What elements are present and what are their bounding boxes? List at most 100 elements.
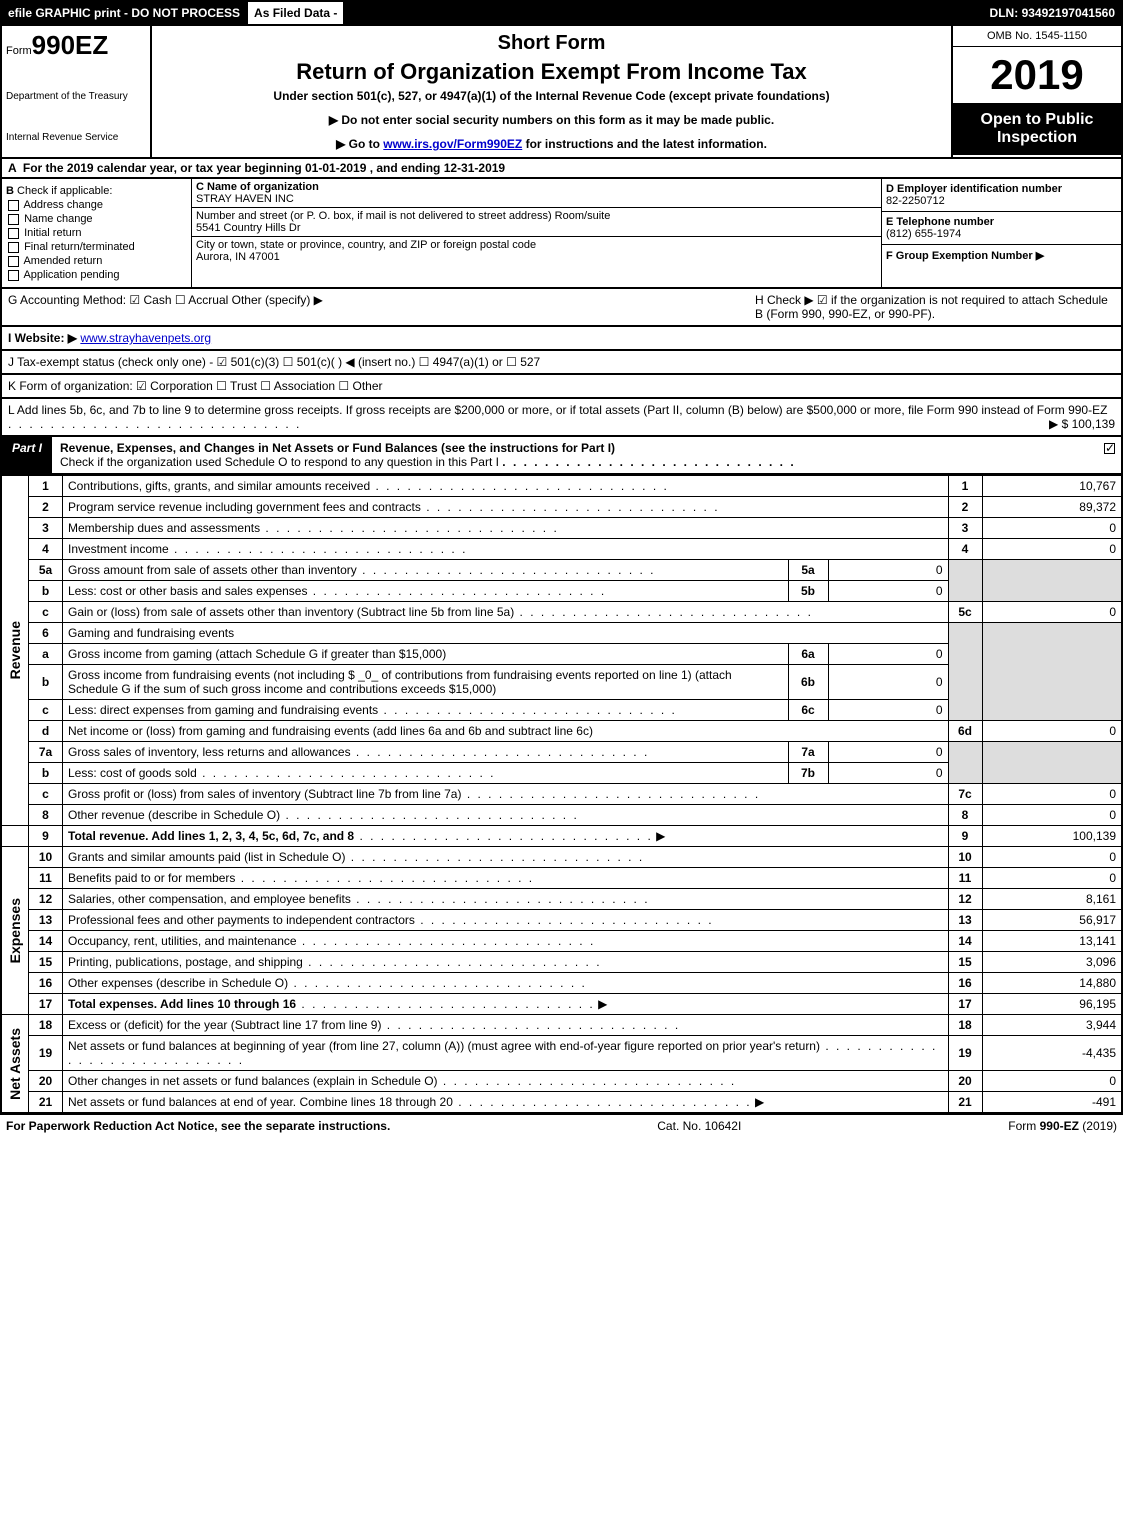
form-number: 990EZ xyxy=(32,30,109,60)
website-link[interactable]: www.strayhavenpets.org xyxy=(80,331,211,345)
efile-label: efile GRAPHIC print - DO NOT PROCESS xyxy=(2,2,248,24)
line19-text: Net assets or fund balances at beginning… xyxy=(68,1039,820,1053)
dln-value: 93492197041560 xyxy=(1022,6,1115,20)
line7b-val: 0 xyxy=(828,763,948,784)
dln-label: DLN: xyxy=(990,6,1019,20)
line6b-text: Gross income from fundraising events (no… xyxy=(68,668,732,696)
part1-tag: Part I xyxy=(2,437,52,473)
chk-amended-return[interactable] xyxy=(8,256,19,267)
line14-text: Occupancy, rent, utilities, and maintena… xyxy=(68,934,297,948)
part1-title: Revenue, Expenses, and Changes in Net As… xyxy=(60,441,615,455)
line6d-val: 0 xyxy=(982,721,1122,742)
footer-mid: Cat. No. 10642I xyxy=(657,1119,741,1133)
form-title: Return of Organization Exempt From Incom… xyxy=(158,59,945,85)
phone-value: (812) 655-1974 xyxy=(886,228,1117,240)
line14-val: 13,141 xyxy=(982,931,1122,952)
part1-table: Revenue 1Contributions, gifts, grants, a… xyxy=(0,475,1123,1114)
line-a-text: For the 2019 calendar year, or tax year … xyxy=(23,161,505,175)
row-1: Revenue 1Contributions, gifts, grants, a… xyxy=(1,476,1122,497)
line7b-text: Less: cost of goods sold xyxy=(68,766,197,780)
row-20: 20Other changes in net assets or fund ba… xyxy=(1,1071,1122,1092)
footer-right: Form 990-EZ (2019) xyxy=(1008,1119,1117,1133)
line10-text: Grants and similar amounts paid (list in… xyxy=(68,850,345,864)
opt-initial-return: Initial return xyxy=(24,227,81,239)
form-number-block: Form990EZ Department of the Treasury Int… xyxy=(2,26,152,157)
row-7a: 7aGross sales of inventory, less returns… xyxy=(1,742,1122,763)
line-g: G Accounting Method: ☑ Cash ☐ Accrual Ot… xyxy=(8,293,755,321)
row-16: 16Other expenses (describe in Schedule O… xyxy=(1,973,1122,994)
line-l: L Add lines 5b, 6c, and 7b to line 9 to … xyxy=(0,399,1123,437)
line1-text: Contributions, gifts, grants, and simila… xyxy=(68,479,370,493)
col-d-e-f: D Employer identification number 82-2250… xyxy=(881,179,1121,287)
line2-text: Program service revenue including govern… xyxy=(68,500,421,514)
i-label: I Website: ▶ xyxy=(8,331,77,345)
line9-text: Total revenue. Add lines 1, 2, 3, 4, 5c,… xyxy=(68,829,354,843)
row-3: 3Membership dues and assessments30 xyxy=(1,518,1122,539)
vlabel-expenses: Expenses xyxy=(7,898,23,963)
line4-val: 0 xyxy=(982,539,1122,560)
row-18: Net Assets 18Excess or (deficit) for the… xyxy=(1,1015,1122,1036)
form-right-block: OMB No. 1545-1150 2019 Open to Public In… xyxy=(951,26,1121,157)
line6-text: Gaming and fundraising events xyxy=(63,623,949,644)
line5c-val: 0 xyxy=(982,602,1122,623)
row-21: 21Net assets or fund balances at end of … xyxy=(1,1092,1122,1114)
line10-val: 0 xyxy=(982,847,1122,868)
line9-val: 100,139 xyxy=(982,826,1122,847)
chk-final-return[interactable] xyxy=(8,242,19,253)
irs-url-link[interactable]: www.irs.gov/Form990EZ xyxy=(383,137,522,151)
row-5c: cGain or (loss) from sale of assets othe… xyxy=(1,602,1122,623)
row-17: 17Total expenses. Add lines 10 through 1… xyxy=(1,994,1122,1015)
row-4: 4Investment income40 xyxy=(1,539,1122,560)
chk-application-pending[interactable] xyxy=(8,270,19,281)
form-header: Form990EZ Department of the Treasury Int… xyxy=(0,26,1123,159)
line6c-text: Less: direct expenses from gaming and fu… xyxy=(68,703,378,717)
chk-address-change[interactable] xyxy=(8,200,19,211)
line13-val: 56,917 xyxy=(982,910,1122,931)
line2-val: 89,372 xyxy=(982,497,1122,518)
c-name-label: C Name of organization xyxy=(196,181,877,193)
dln-block: DLN: 93492197041560 xyxy=(984,2,1121,24)
line7c-val: 0 xyxy=(982,784,1122,805)
line18-text: Excess or (deficit) for the year (Subtra… xyxy=(68,1018,381,1032)
line19-val: -4,435 xyxy=(982,1036,1122,1071)
short-form-label: Short Form xyxy=(158,32,945,55)
row-14: 14Occupancy, rent, utilities, and mainte… xyxy=(1,931,1122,952)
line6a-text: Gross income from gaming (attach Schedul… xyxy=(68,647,446,661)
dept-irs: Internal Revenue Service xyxy=(6,132,146,143)
col-b-checkboxes: B Check if applicable: Address change Na… xyxy=(2,179,192,287)
part1-check-text: Check if the organization used Schedule … xyxy=(60,455,499,469)
chk-name-change[interactable] xyxy=(8,214,19,225)
line21-text: Net assets or fund balances at end of ye… xyxy=(68,1095,453,1109)
line-g-h: G Accounting Method: ☑ Cash ☐ Accrual Ot… xyxy=(0,289,1123,327)
form-note-url: ▶ Go to www.irs.gov/Form990EZ for instru… xyxy=(158,137,945,151)
opt-final-return: Final return/terminated xyxy=(24,241,135,253)
line17-val: 96,195 xyxy=(982,994,1122,1015)
form-note-ssn: ▶ Do not enter social security numbers o… xyxy=(158,113,945,127)
chk-initial-return[interactable] xyxy=(8,228,19,239)
opt-name-change: Name change xyxy=(24,213,93,225)
line11-text: Benefits paid to or for members xyxy=(68,871,235,885)
b-label: Check if applicable: xyxy=(17,185,112,197)
line5a-text: Gross amount from sale of assets other t… xyxy=(68,563,357,577)
org-city: Aurora, IN 47001 xyxy=(196,251,877,263)
line-h: H Check ▶ ☑ if the organization is not r… xyxy=(755,293,1115,321)
row-13: 13Professional fees and other payments t… xyxy=(1,910,1122,931)
org-address: 5541 Country Hills Dr xyxy=(196,222,877,234)
vlabel-revenue: Revenue xyxy=(7,621,23,679)
line16-text: Other expenses (describe in Schedule O) xyxy=(68,976,288,990)
line7a-text: Gross sales of inventory, less returns a… xyxy=(68,745,351,759)
c-addr-label: Number and street (or P. O. box, if mail… xyxy=(196,210,877,222)
form-subtitle: Under section 501(c), 527, or 4947(a)(1)… xyxy=(158,89,945,103)
line17-text: Total expenses. Add lines 10 through 16 xyxy=(68,997,296,1011)
e-label: E Telephone number xyxy=(886,216,994,228)
line4-text: Investment income xyxy=(68,542,169,556)
line6b-val: 0 xyxy=(828,665,948,700)
line15-text: Printing, publications, postage, and shi… xyxy=(68,955,303,969)
part1-header: Part I Revenue, Expenses, and Changes in… xyxy=(0,437,1123,475)
opt-application-pending: Application pending xyxy=(23,269,119,281)
line-i: I Website: ▶ www.strayhavenpets.org xyxy=(0,327,1123,351)
row-8: 8Other revenue (describe in Schedule O)8… xyxy=(1,805,1122,826)
org-name: STRAY HAVEN INC xyxy=(196,193,877,205)
part1-schedule-o-checkbox[interactable] xyxy=(1104,443,1115,454)
line15-val: 3,096 xyxy=(982,952,1122,973)
